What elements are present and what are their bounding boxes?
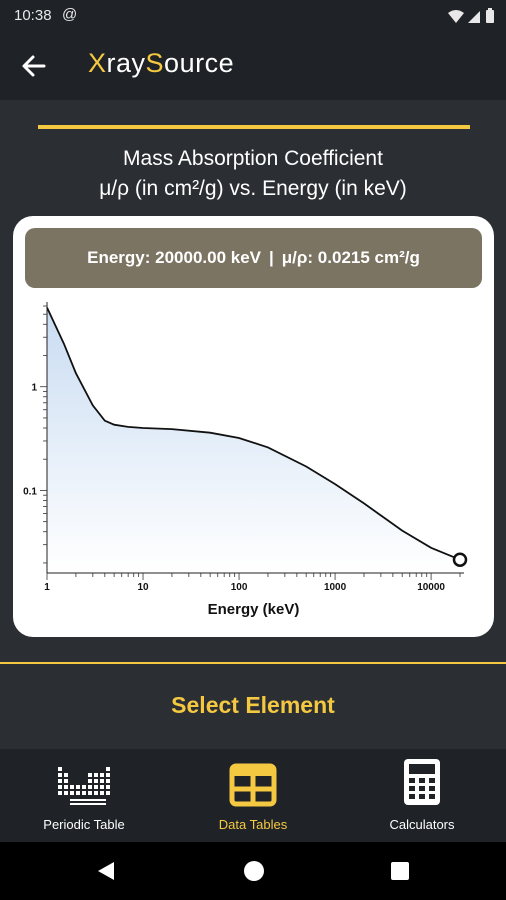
chart-card: Energy: 20000.00 keV | μ/ρ: 0.0215 cm²/g… — [13, 216, 494, 637]
status-icons — [448, 8, 494, 23]
y-tick-label: 1 — [31, 383, 37, 394]
status-time: 10:38 — [14, 7, 52, 24]
nav-label-data-tables: Data Tables — [218, 817, 288, 832]
chart-title-line2: μ/ρ (in cm²/g) vs. Energy (in keV) — [99, 177, 407, 200]
data-tables-icon — [229, 763, 277, 807]
signal-icon — [468, 11, 480, 23]
back-arrow-icon[interactable] — [14, 46, 54, 86]
selected-point-marker — [452, 552, 468, 567]
system-back-icon[interactable] — [94, 859, 118, 883]
chart-series-line — [46, 307, 461, 561]
battery-icon — [486, 8, 494, 23]
nav-calculators[interactable]: Calculators — [338, 749, 506, 842]
value-readout: Energy: 20000.00 keV | μ/ρ: 0.0215 cm²/g — [25, 228, 482, 288]
app-title-x: X — [88, 48, 107, 78]
chart-title-line1: Mass Absorption Coefficient — [123, 147, 383, 170]
periodic-table-icon — [58, 767, 110, 805]
y-tick-label: 0.1 — [23, 486, 37, 497]
bottom-divider — [0, 662, 506, 664]
x-tick-label: 100 — [231, 582, 248, 593]
nav-periodic-table[interactable]: Periodic Table — [0, 749, 168, 842]
app-title: XraySource — [88, 48, 234, 79]
readout-mu-rho: μ/ρ: 0.0215 cm²/g — [281, 248, 420, 267]
bottom-nav: Periodic Table Data Tables Calculators — [0, 749, 506, 842]
x-tick-label: 1000 — [324, 582, 347, 593]
status-bar: 10:38 @ — [0, 0, 506, 32]
chart-title: Mass Absorption Coefficient μ/ρ (in cm²/… — [0, 144, 506, 204]
nav-label-periodic-table: Periodic Table — [43, 817, 125, 832]
app-title-ray: ray — [106, 48, 146, 78]
readout-separator: | — [269, 248, 274, 267]
x-axis-label: Energy (keV) — [208, 601, 300, 618]
system-recents-icon[interactable] — [388, 859, 412, 883]
top-divider — [38, 125, 470, 129]
system-nav-bar — [0, 842, 506, 900]
system-home-icon[interactable] — [242, 859, 266, 883]
nav-label-calculators: Calculators — [389, 817, 455, 832]
absorption-chart[interactable]: 1 10 100 1000 10000 0.1 1 Energy (keV) — [13, 296, 494, 637]
app-bar: XraySource — [0, 32, 506, 100]
chart-area-fill — [47, 307, 460, 573]
calculator-icon — [404, 759, 440, 805]
x-tick-label: 1 — [44, 582, 50, 593]
select-element-button[interactable]: Select Element — [171, 692, 335, 718]
nav-data-tables[interactable]: Data Tables — [169, 749, 337, 842]
readout-energy: Energy: 20000.00 keV — [87, 248, 262, 267]
wifi-icon — [448, 10, 464, 23]
x-tick-label: 10000 — [417, 582, 445, 593]
at-icon: @ — [62, 6, 78, 23]
app-title-s: S — [145, 48, 165, 78]
x-tick-label: 10 — [137, 582, 149, 593]
main-content: Mass Absorption Coefficient μ/ρ (in cm²/… — [0, 100, 506, 749]
app-title-ource: ource — [164, 48, 235, 78]
